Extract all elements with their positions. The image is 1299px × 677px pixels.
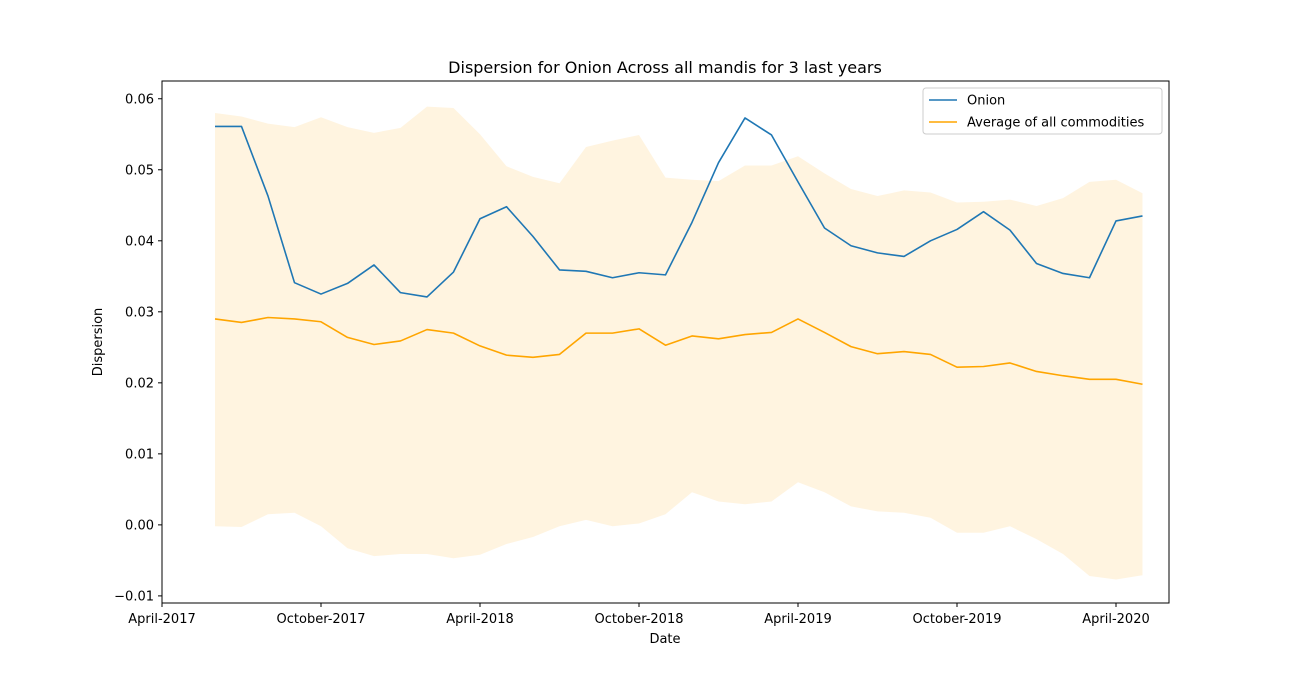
x-axis-title: Date <box>649 632 680 647</box>
y-tick-label: 0.06 <box>125 92 154 107</box>
legend-box <box>922 87 1163 135</box>
legend-label: Average of all commodities <box>967 116 1144 131</box>
x-tick-label: April-2018 <box>446 612 514 627</box>
plot-area <box>214 106 1143 580</box>
legend-label: Onion <box>967 94 1005 109</box>
y-tick-label: 0.05 <box>125 163 154 178</box>
y-tick-label: 0.00 <box>125 518 154 533</box>
chart-title: Dispersion for Onion Across all mandis f… <box>448 58 882 77</box>
x-tick-label: April-2019 <box>764 612 832 627</box>
y-tick-label: −0.01 <box>114 589 154 604</box>
x-axis: April-2017 October-2017 April-2018 October-… <box>128 603 1150 627</box>
y-tick-label: 0.04 <box>125 234 154 249</box>
x-tick-label: October-2019 <box>913 612 1002 627</box>
series-line-onion <box>215 117 1143 298</box>
x-tick-label: April-2020 <box>1082 612 1150 627</box>
y-tick-label: 0.02 <box>125 376 154 391</box>
y-axis: −0.01 0.00 0.01 0.02 0.03 0.04 0.05 0.06 <box>114 92 162 604</box>
x-tick-label: April-2017 <box>128 612 196 627</box>
plot-frame <box>161 80 1170 604</box>
x-tick-label: October-2018 <box>595 612 684 627</box>
y-tick-label: 0.03 <box>125 305 154 320</box>
y-axis-title: Dispersion <box>91 308 106 377</box>
dispersion-band <box>215 106 1143 580</box>
y-tick-label: 0.01 <box>125 447 154 462</box>
x-tick-label: October-2017 <box>277 612 366 627</box>
series-line-average-of-all-commodities <box>214 316 1143 386</box>
legend: Onion Average of all commodities <box>922 87 1163 135</box>
